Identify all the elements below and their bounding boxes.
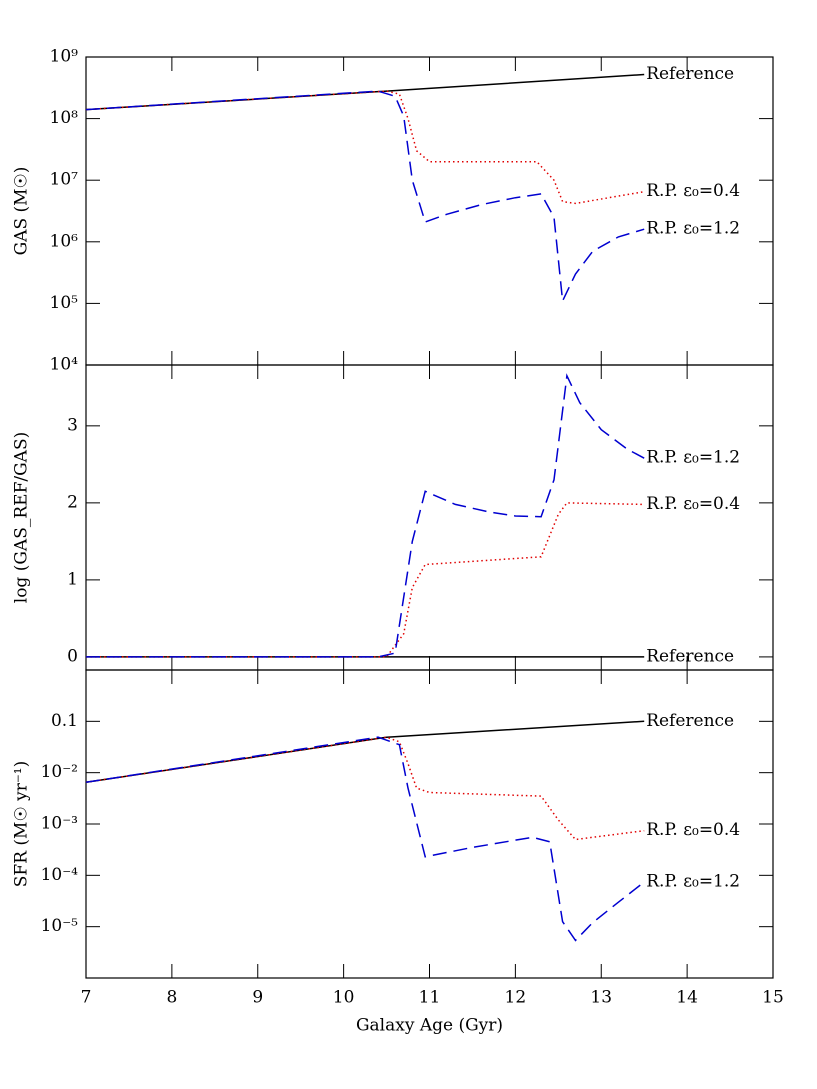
series-label: R.P. ε₀=1.2 [646, 219, 740, 239]
series-line [85, 736, 645, 841]
y-tick-label: 2 [67, 492, 78, 512]
series-label: R.P. ε₀=0.4 [646, 181, 740, 201]
x-tick-label: 8 [166, 988, 177, 1008]
series-line [86, 502, 645, 658]
y-tick-label: 1 [67, 569, 78, 589]
y-tick-label: 10⁻⁴ [41, 865, 79, 885]
y-tick-label: 10⁸ [50, 108, 79, 128]
x-tick-label: 14 [676, 988, 698, 1008]
x-tick-label: 13 [590, 988, 612, 1008]
series-label: R.P. ε₀=0.4 [646, 820, 740, 840]
series-line [85, 720, 645, 784]
x-tick-label: 11 [419, 988, 441, 1008]
x-tick-label: 12 [505, 988, 527, 1008]
series-line [85, 736, 645, 942]
series-label: Reference [646, 646, 734, 666]
y-tick-label: 0.1 [51, 711, 78, 731]
y-tick-label: 10⁵ [50, 293, 79, 313]
series-line [85, 90, 645, 304]
y-tick-label: 10⁻⁵ [41, 916, 79, 936]
series-label: R.P. ε₀=1.2 [646, 872, 740, 892]
x-tick-label: 15 [762, 988, 784, 1008]
panel-frame [85, 364, 774, 671]
series-label: R.P. ε₀=0.4 [646, 494, 740, 514]
x-tick-label: 10 [333, 988, 355, 1008]
series-label: Reference [646, 711, 734, 731]
series-label: R.P. ε₀=1.2 [646, 448, 740, 468]
x-tick-label: 9 [252, 988, 263, 1008]
y-tick-label: 10⁶ [50, 231, 79, 251]
x-axis-label: Galaxy Age (Gyr) [356, 1016, 503, 1036]
y-tick-label: 10⁹ [50, 47, 79, 67]
y-tick-label: 10⁴ [50, 355, 79, 375]
y-tick-label: 10⁻³ [41, 814, 78, 834]
y-tick-label: 0 [67, 646, 78, 666]
series-line [86, 373, 645, 658]
y-tick-label: 3 [67, 415, 78, 435]
y-axis-label: SFR (M☉ yr⁻¹) [12, 761, 32, 887]
y-tick-label: 10⁷ [50, 170, 79, 190]
series-line [85, 90, 645, 205]
series-label: Reference [646, 64, 734, 84]
y-axis-label: log (GAS_REF/GAS) [12, 432, 32, 603]
y-axis-label: GAS (M☉) [12, 167, 32, 256]
x-tick-label: 7 [81, 988, 92, 1008]
y-tick-label: 10⁻² [41, 762, 78, 782]
